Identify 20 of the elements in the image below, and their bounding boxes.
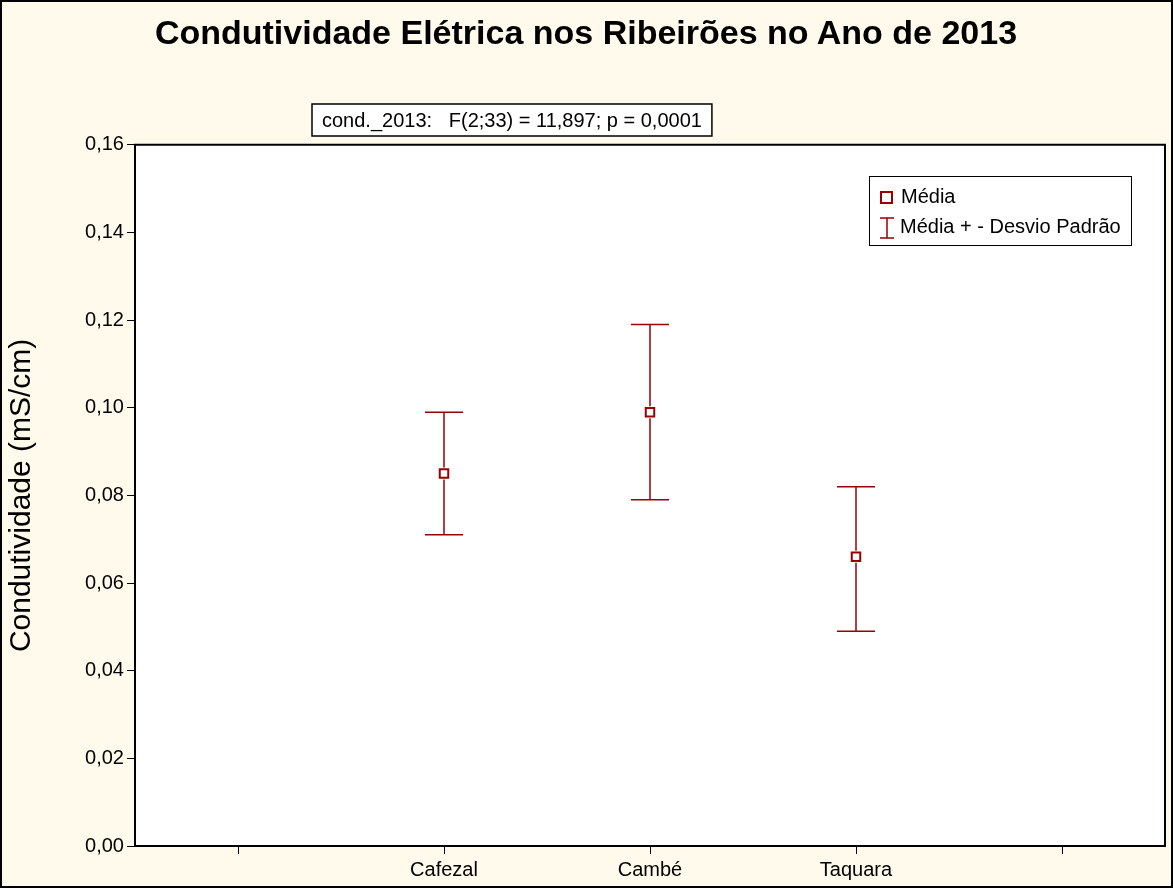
y-tick-label: 0,08 bbox=[85, 482, 124, 505]
y-tick-label: 0,12 bbox=[85, 307, 124, 330]
chart-title: Condutividade Elétrica nos Ribeirões no Ano de 2013 bbox=[154, 12, 1018, 51]
y-tick-label: 0,16 bbox=[85, 132, 124, 155]
point bbox=[850, 551, 862, 562]
y-tick-label: 0,06 bbox=[85, 570, 124, 593]
annotation: Média + - Desvio Padrão bbox=[899, 213, 1121, 239]
y-axis-title: Condutividade (mS/cm) bbox=[3, 338, 37, 653]
x-tick-label: Taquara bbox=[819, 857, 894, 880]
legend-label: Média bbox=[900, 183, 957, 209]
point bbox=[438, 468, 450, 479]
x-tick-label: Cafezal bbox=[410, 857, 478, 880]
x-tick-label: Cambé bbox=[617, 857, 683, 880]
y-tick-label: 0,04 bbox=[85, 658, 124, 681]
point bbox=[644, 406, 656, 418]
y-tick-label: 0,10 bbox=[85, 395, 124, 418]
y-tick-label: 0,00 bbox=[85, 833, 124, 856]
text: cond._2013: F(2;33) = 11,897; p = 0,0001 bbox=[322, 108, 702, 132]
y-tick-label: 0,14 bbox=[85, 219, 124, 242]
y-tick-label: 0,02 bbox=[85, 745, 124, 768]
